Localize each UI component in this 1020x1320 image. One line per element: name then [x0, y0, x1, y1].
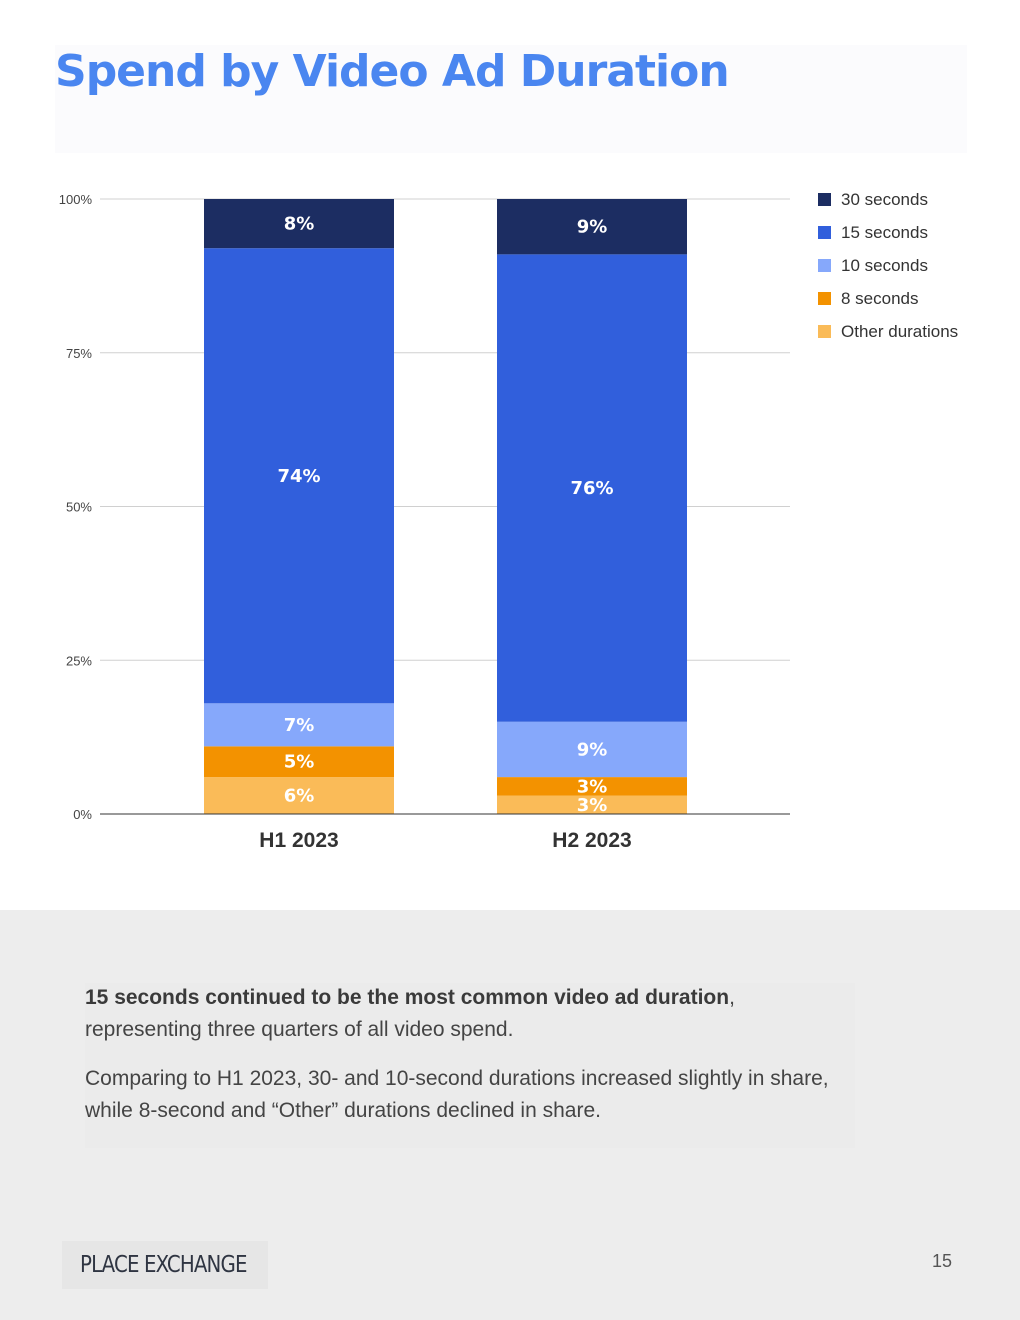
bar-segment — [497, 254, 687, 722]
legend-item: 15 seconds — [818, 222, 1008, 255]
bar-segment — [204, 777, 394, 814]
data-label: 6% — [284, 786, 315, 807]
stacked-bar-chart: 6% 5% 7% 74% 8% 3%3% 9% 76% 9% 0% 25% 50% 75% 100% H1… — [59, 192, 790, 852]
data-label: 3% — [577, 776, 608, 797]
legend-label: 30 seconds — [841, 190, 928, 209]
legend-label: Other durations — [841, 322, 959, 341]
data-label: 7% — [284, 715, 315, 736]
title-box — [55, 45, 967, 153]
legend-label: 15 seconds — [841, 223, 928, 242]
legend-swatch — [818, 292, 831, 305]
bar-segment — [204, 703, 394, 747]
bar-segment — [497, 777, 687, 796]
legend-swatch — [818, 325, 831, 338]
data-label: 74% — [277, 466, 320, 487]
legend-item: Other durations — [818, 321, 1008, 354]
summary-section: 15 seconds continued to be the most comm… — [0, 910, 1020, 1320]
bar-segment — [497, 795, 687, 814]
bar-segment — [204, 248, 394, 704]
data-label: 5% — [284, 752, 315, 773]
x-category-label: H1 2023 — [259, 829, 338, 852]
y-tick-label: 75% — [66, 346, 92, 361]
place-exchange-logo: PLACE EXCHANGE — [62, 1241, 268, 1289]
bar-segment — [204, 746, 394, 778]
legend-swatch — [818, 259, 831, 272]
legend-label: 8 seconds — [841, 289, 919, 308]
chart-legend: 30 seconds 15 seconds 10 seconds 8 seconds O… — [818, 189, 1008, 354]
y-tick-label: 0% — [73, 807, 92, 822]
legend-item: 8 seconds — [818, 288, 1008, 321]
legend-swatch — [818, 193, 831, 206]
summary-paragraph-1-rest: , representing three quarters of all vid… — [85, 986, 735, 1041]
data-label: 9% — [577, 739, 608, 760]
y-tick-label: 25% — [66, 653, 92, 668]
data-label: 8% — [284, 214, 315, 235]
data-label: 9% — [577, 217, 608, 238]
page-title: Spend by Video Ad Duration — [55, 46, 730, 97]
page-number: 15 — [931, 1251, 953, 1271]
logo-text: PLACE EXCHANGE — [80, 1252, 247, 1278]
summary-paragraph-2: Comparing to H1 2023, 30- and 10-second … — [85, 1067, 829, 1122]
summary-highlight: 15 seconds continued to be the most comm… — [85, 986, 730, 1009]
data-label: 76% — [570, 478, 613, 499]
summary-paragraph-1: 15 seconds continued to be the most comm… — [85, 982, 855, 1046]
y-tick-label: 50% — [66, 500, 92, 515]
chart-section: Spend by Video Ad Duration 6% 5% 7% 74% 8% 3%… — [55, 45, 1008, 852]
legend-swatch — [818, 226, 831, 239]
data-label: 3% — [577, 795, 608, 816]
bar-segment — [497, 199, 687, 255]
bar-segment — [497, 721, 687, 778]
legend-item: 30 seconds — [818, 189, 1008, 222]
x-category-label: H2 2023 — [552, 829, 631, 852]
legend-item: 10 seconds — [818, 255, 1008, 288]
legend-label: 10 seconds — [841, 256, 928, 275]
bar-segment — [204, 199, 394, 249]
y-tick-label: 100% — [59, 192, 93, 207]
summary-box — [85, 983, 855, 1148]
